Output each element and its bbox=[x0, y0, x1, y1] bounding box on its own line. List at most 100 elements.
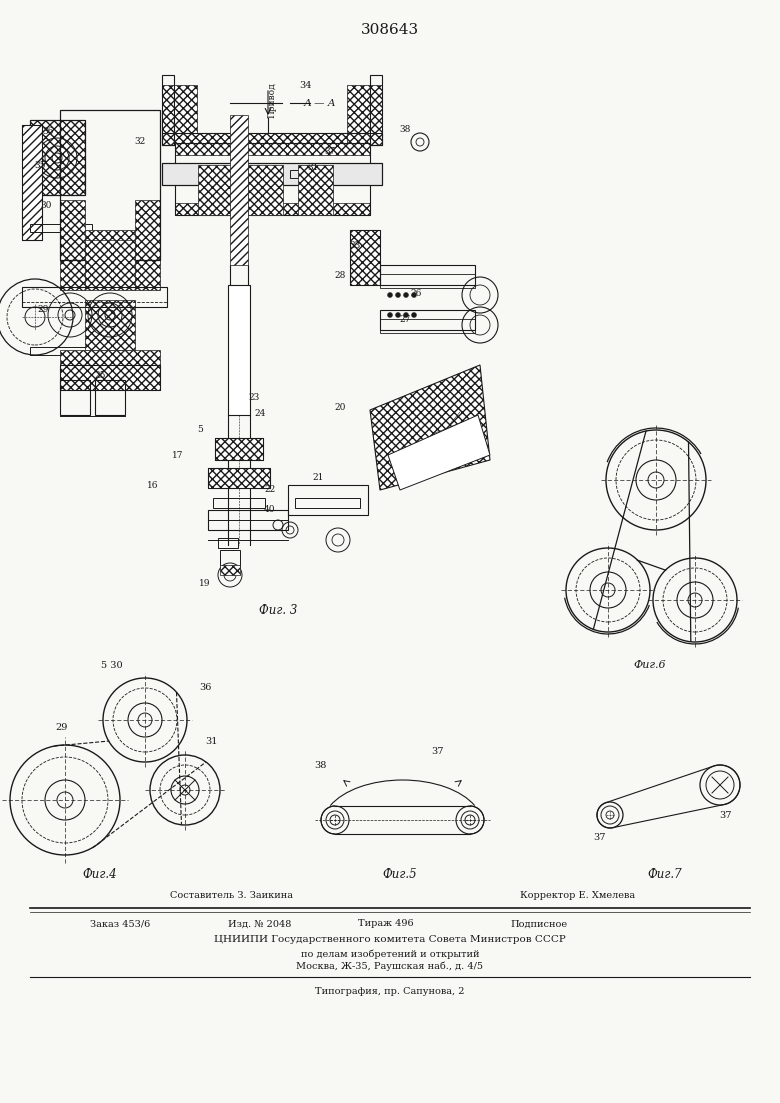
Text: Фиг.4: Фиг.4 bbox=[83, 868, 117, 881]
Bar bbox=[215, 438, 263, 460]
Text: 38: 38 bbox=[314, 760, 326, 770]
Bar bbox=[30, 224, 92, 232]
Bar bbox=[220, 565, 240, 575]
Bar bbox=[370, 75, 382, 144]
Bar bbox=[175, 203, 370, 215]
Bar bbox=[380, 274, 475, 288]
Text: 17: 17 bbox=[172, 450, 184, 460]
Bar bbox=[162, 133, 347, 144]
Bar bbox=[208, 468, 270, 488]
Text: Корректор Е. Хмелева: Корректор Е. Хмелева bbox=[520, 890, 635, 900]
Text: 33: 33 bbox=[349, 240, 360, 249]
Bar bbox=[60, 200, 85, 290]
Bar bbox=[60, 231, 160, 260]
Bar bbox=[162, 163, 382, 185]
Bar bbox=[198, 165, 233, 215]
Text: ЦНИИПИ Государственного комитета Совета Министров СССР: ЦНИИПИ Государственного комитета Совета … bbox=[215, 935, 566, 944]
Bar bbox=[380, 319, 475, 333]
Bar bbox=[30, 347, 92, 355]
Bar bbox=[208, 468, 270, 488]
Bar bbox=[162, 85, 197, 144]
Bar bbox=[95, 381, 125, 415]
Bar bbox=[208, 510, 288, 531]
Bar bbox=[248, 165, 283, 215]
Text: Фиг.5: Фиг.5 bbox=[383, 868, 417, 881]
Text: Подписное: Подписное bbox=[510, 920, 567, 929]
Text: по делам изобретений и открытий: по делам изобретений и открытий bbox=[301, 950, 479, 959]
Text: Тираж 496: Тираж 496 bbox=[358, 920, 413, 929]
Text: 22: 22 bbox=[264, 485, 275, 494]
Text: Привод: Привод bbox=[268, 82, 276, 118]
Circle shape bbox=[395, 312, 400, 318]
Polygon shape bbox=[370, 365, 490, 490]
Bar bbox=[290, 170, 320, 178]
Bar bbox=[380, 310, 475, 330]
Text: Москва, Ж-35, Раушская наб., д. 4/5: Москва, Ж-35, Раушская наб., д. 4/5 bbox=[296, 961, 484, 971]
Text: Фиг.7: Фиг.7 bbox=[647, 868, 682, 881]
Text: 34: 34 bbox=[300, 81, 312, 89]
Circle shape bbox=[412, 312, 417, 318]
Text: 31: 31 bbox=[307, 163, 319, 172]
Bar bbox=[210, 170, 240, 178]
Bar bbox=[175, 143, 370, 215]
Text: 308643: 308643 bbox=[361, 23, 419, 38]
Bar bbox=[288, 485, 368, 515]
Circle shape bbox=[388, 292, 392, 298]
Circle shape bbox=[403, 312, 409, 318]
Bar bbox=[85, 300, 135, 350]
Bar bbox=[22, 287, 167, 307]
Bar bbox=[350, 231, 380, 285]
Bar bbox=[228, 285, 250, 415]
Bar bbox=[60, 110, 160, 260]
Text: 23: 23 bbox=[248, 393, 260, 401]
Bar bbox=[60, 365, 160, 390]
Bar bbox=[175, 143, 370, 156]
Bar bbox=[22, 125, 42, 240]
Text: Типография, пр. Сапунова, 2: Типография, пр. Сапунова, 2 bbox=[315, 987, 465, 996]
Text: 37: 37 bbox=[594, 834, 606, 843]
Bar bbox=[135, 200, 160, 290]
Text: 36: 36 bbox=[199, 684, 211, 693]
Bar bbox=[60, 365, 160, 390]
Text: Составитель З. Заикина: Составитель З. Заикина bbox=[170, 890, 293, 900]
Circle shape bbox=[388, 312, 392, 318]
Text: 28: 28 bbox=[335, 270, 346, 279]
Text: 31: 31 bbox=[206, 738, 218, 747]
Text: 32: 32 bbox=[134, 138, 146, 147]
Text: 36: 36 bbox=[42, 128, 54, 137]
Text: 37: 37 bbox=[718, 811, 732, 820]
Bar bbox=[347, 85, 382, 144]
Bar bbox=[162, 75, 174, 144]
Bar bbox=[298, 165, 333, 215]
Circle shape bbox=[403, 292, 409, 298]
Bar bbox=[162, 163, 382, 185]
Text: Фиг. 3: Фиг. 3 bbox=[259, 603, 297, 617]
Bar bbox=[60, 381, 90, 415]
Text: 27: 27 bbox=[399, 315, 411, 324]
Text: 21: 21 bbox=[312, 473, 324, 482]
Text: А — А: А — А bbox=[303, 98, 336, 107]
Text: 25: 25 bbox=[94, 371, 106, 379]
Text: 20: 20 bbox=[335, 404, 346, 413]
Bar bbox=[30, 120, 85, 195]
Circle shape bbox=[412, 292, 417, 298]
Bar bbox=[22, 125, 42, 240]
Text: Изд. № 2048: Изд. № 2048 bbox=[228, 920, 292, 929]
Bar bbox=[215, 438, 263, 460]
Text: Заказ 453/6: Заказ 453/6 bbox=[90, 920, 151, 929]
Text: 19: 19 bbox=[199, 578, 211, 588]
Circle shape bbox=[395, 292, 400, 298]
Bar bbox=[213, 497, 265, 508]
Text: Фиг.6: Фиг.6 bbox=[633, 660, 666, 670]
Bar bbox=[162, 133, 382, 144]
Text: 16: 16 bbox=[147, 482, 159, 491]
Text: 5 30: 5 30 bbox=[101, 661, 122, 670]
Text: 37: 37 bbox=[431, 748, 444, 757]
Text: 30: 30 bbox=[41, 201, 51, 210]
Bar bbox=[230, 115, 248, 265]
Bar bbox=[85, 240, 135, 290]
Text: 26: 26 bbox=[410, 289, 422, 298]
Polygon shape bbox=[388, 415, 490, 490]
Text: 24: 24 bbox=[254, 409, 266, 418]
Bar bbox=[218, 538, 238, 548]
